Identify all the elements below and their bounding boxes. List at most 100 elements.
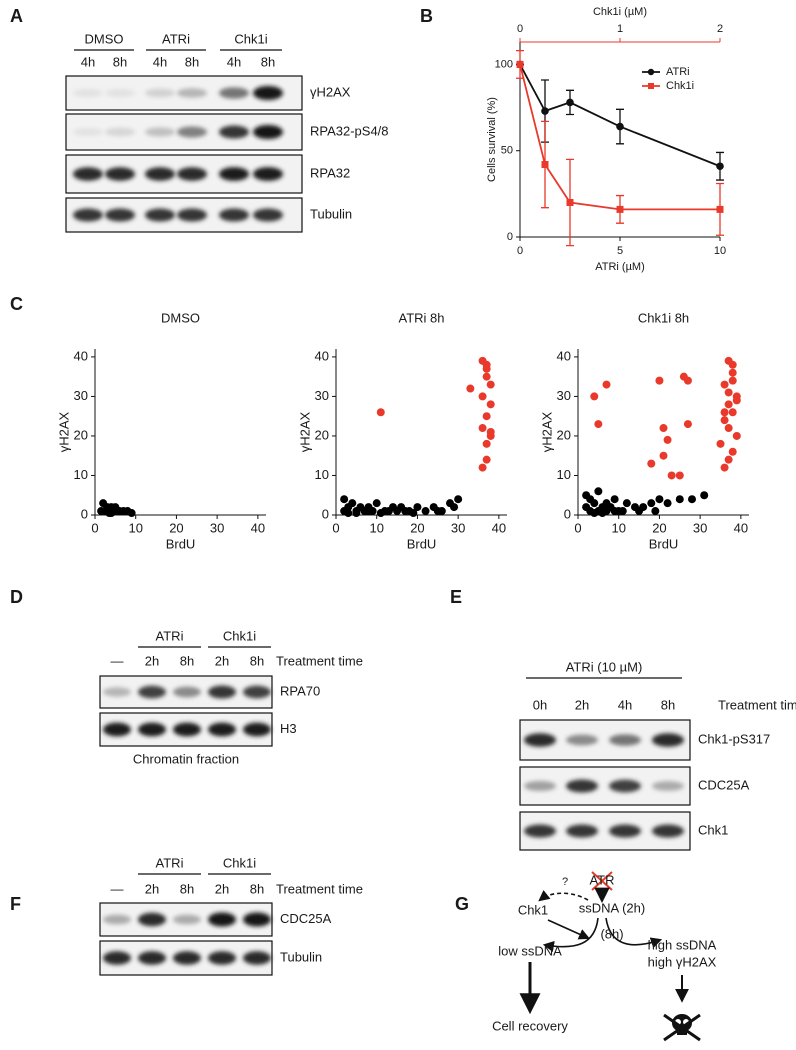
blot-band <box>138 685 166 699</box>
lane-label: 4h <box>81 54 95 69</box>
point <box>616 205 624 213</box>
x-tick-label: 0 <box>91 520 98 535</box>
point <box>616 122 624 131</box>
y-tick-label: 40 <box>74 348 88 363</box>
blot-band <box>145 88 175 98</box>
point <box>516 60 524 68</box>
x-tick-label: 20 <box>652 520 666 535</box>
x2-axis-label: Chk1i (µM) <box>593 6 647 18</box>
point <box>384 507 393 516</box>
lane-label: 4h <box>618 697 632 712</box>
blot-band <box>566 779 598 793</box>
point <box>728 376 737 385</box>
axis-label: Treatment time <box>276 881 363 896</box>
blot-band <box>208 912 236 927</box>
point <box>675 495 684 504</box>
blot-band <box>253 208 283 222</box>
x-tick-label: 20 <box>169 520 183 535</box>
point <box>732 431 741 440</box>
panel-label: C <box>10 294 23 314</box>
panel-label: E <box>450 587 462 607</box>
point <box>716 205 724 213</box>
x-tick-label: 5 <box>617 245 623 257</box>
group-label: ATRi <box>156 628 184 643</box>
dashed-arrow <box>538 890 589 902</box>
y-axis-label: γH2AX <box>297 411 312 452</box>
group-label: Chk1i <box>234 31 267 46</box>
node-label: high ssDNA <box>648 937 717 952</box>
blot-band <box>103 914 131 925</box>
arrow <box>547 919 591 940</box>
point <box>659 424 668 433</box>
blot-band <box>177 126 207 138</box>
point <box>716 162 724 171</box>
y-tick-label: 0 <box>564 506 571 521</box>
lane-label: 4h <box>153 54 167 69</box>
blot-band <box>177 167 207 181</box>
axis-label: Treatment time <box>276 653 363 668</box>
point <box>478 424 487 433</box>
point <box>486 380 495 389</box>
point <box>421 507 430 516</box>
point <box>566 198 574 206</box>
lane-label: 8h <box>250 653 264 668</box>
point <box>720 380 729 389</box>
row-label: CDC25A <box>280 911 332 926</box>
blot-band <box>652 781 684 791</box>
group-label: Chk1i <box>223 628 256 643</box>
x-tick-label: 0 <box>517 245 523 257</box>
point <box>720 416 729 425</box>
lane-label: 2h <box>215 653 229 668</box>
point <box>728 368 737 377</box>
blot-band <box>652 824 684 838</box>
blot-band <box>145 167 175 181</box>
blot-band <box>609 779 641 793</box>
blot-band <box>173 951 201 965</box>
lane-label: — <box>111 653 124 668</box>
legend-label: ATRi <box>666 66 690 78</box>
x-tick-label: 0 <box>332 520 339 535</box>
panel-label: A <box>10 6 23 26</box>
blot-band <box>105 208 135 222</box>
point <box>700 491 709 500</box>
y-tick-label: 40 <box>557 348 571 363</box>
point <box>728 447 737 456</box>
point <box>655 376 664 385</box>
lane-label: 8h <box>180 653 194 668</box>
point <box>105 509 114 518</box>
x-axis-label: BrdU <box>407 536 437 551</box>
x-tick-label: 30 <box>451 520 465 535</box>
lane-label: 8h <box>661 697 675 712</box>
blot-band <box>253 167 283 181</box>
node-label: ATR <box>589 872 614 887</box>
x-tick-label: 10 <box>714 245 726 257</box>
point <box>724 455 733 464</box>
x-tick-label: 0 <box>574 520 581 535</box>
lane-label: 2h <box>145 881 159 896</box>
node-label: ssDNA (2h) <box>579 900 645 915</box>
group-label: ATRi <box>162 31 190 46</box>
point <box>482 372 491 381</box>
y-tick-label: 30 <box>315 388 329 403</box>
point <box>409 509 418 518</box>
lane-label: 2h <box>145 653 159 668</box>
point <box>663 435 672 444</box>
point <box>582 503 591 512</box>
blot-band <box>652 733 684 747</box>
x2-tick-label: 2 <box>717 23 723 35</box>
blot-band <box>103 951 131 965</box>
point <box>482 412 491 421</box>
blot-band <box>73 127 103 137</box>
blot-band <box>73 167 103 181</box>
x-tick-label: 10 <box>128 520 142 535</box>
lane-label: 8h <box>250 881 264 896</box>
x-tick-label: 30 <box>210 520 224 535</box>
blot-band <box>138 722 166 737</box>
row-label: RPA32-pS4/8 <box>310 123 389 138</box>
y-tick-label: 10 <box>315 467 329 482</box>
x-tick-label: 20 <box>410 520 424 535</box>
blot-band <box>524 780 556 792</box>
group-label: ATRi (10 µM) <box>566 659 643 674</box>
point <box>450 503 459 512</box>
x-tick-label: 40 <box>251 520 265 535</box>
